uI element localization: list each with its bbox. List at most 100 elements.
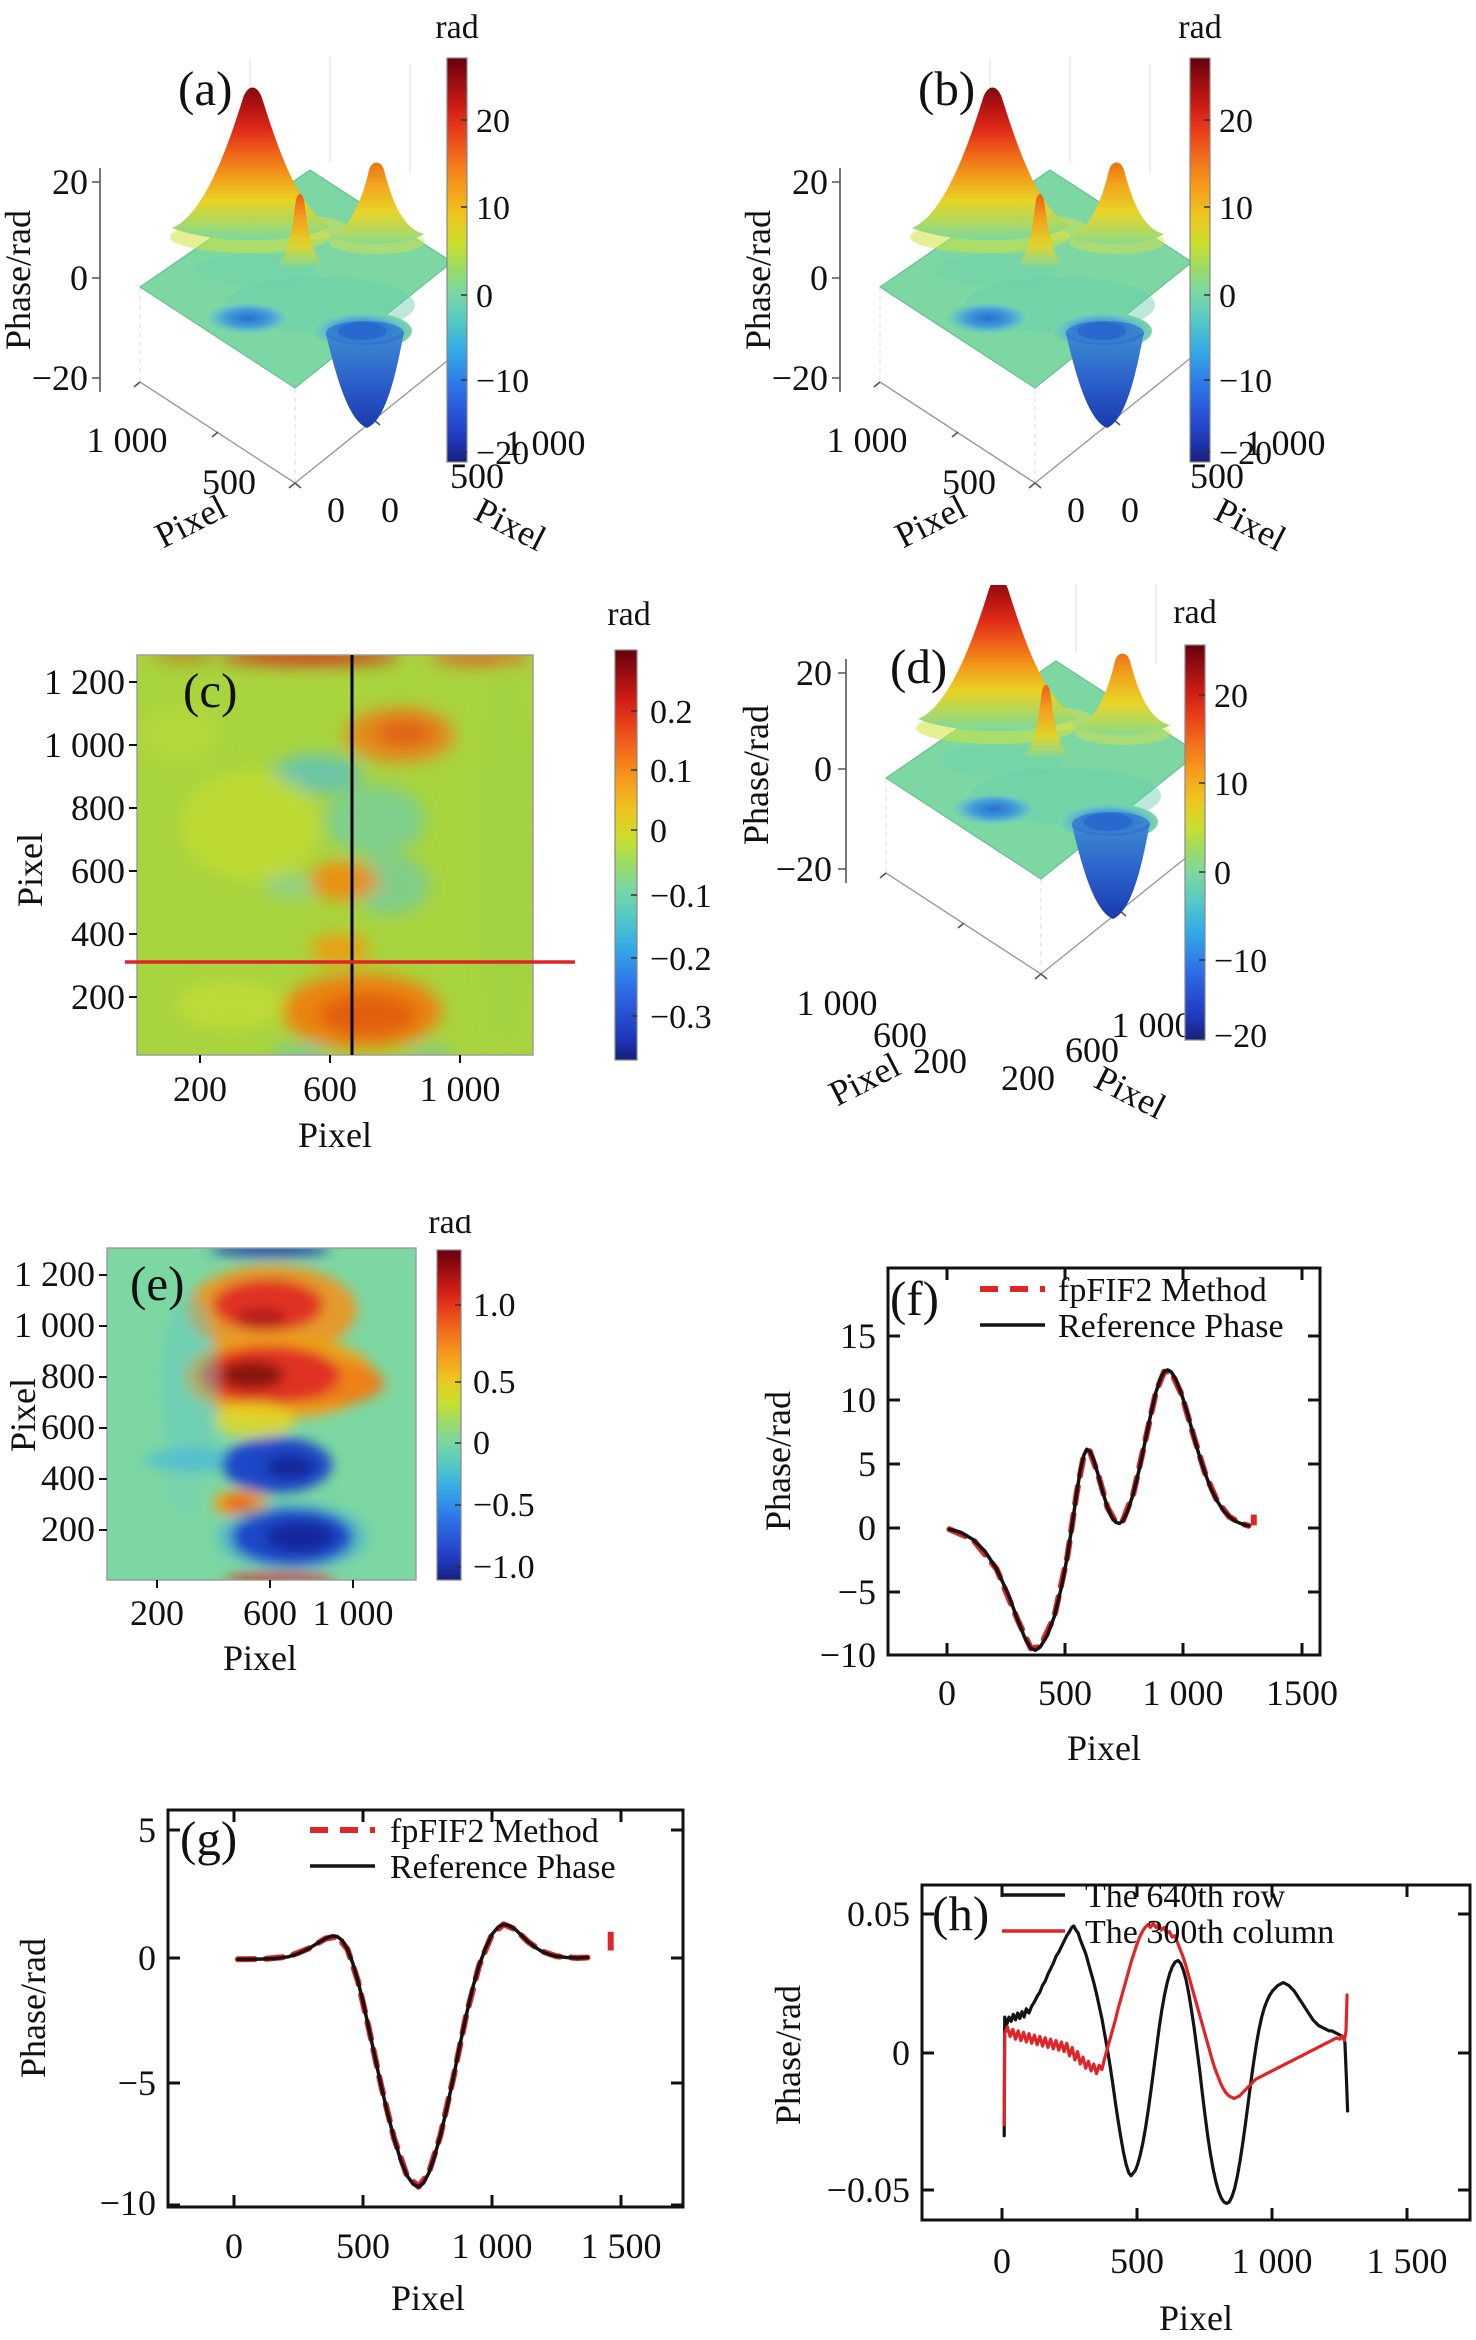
series-line — [946, 1368, 1252, 1652]
z-tick: −20 — [776, 849, 832, 889]
y-tick-marks — [922, 1912, 1470, 2192]
y-tick: 1 200 — [44, 662, 125, 702]
legend: fpFIF2 Method Reference Phase — [310, 1813, 616, 1886]
z-axis-label: Phase/rad — [740, 210, 778, 350]
colorbar-tick: −10 — [1214, 943, 1267, 980]
colorbar: rad 20 10 0 −10 −20 — [1173, 594, 1267, 1055]
colorbar-tick: −10 — [1219, 363, 1272, 400]
panel-g: (g) fpFIF2 Method Reference Phase Phase/… — [0, 1690, 740, 2340]
x-tick: 500 — [1038, 1673, 1092, 1713]
y-axis-label: Pixel — [3, 1378, 43, 1452]
panel-c-plot: (c) Pixel 1 200 1 000 800 600 400 200 20… — [10, 596, 712, 1155]
right-axis-tick: 500 — [1190, 456, 1244, 496]
x-tick: 600 — [303, 1069, 357, 1109]
legend-label: The 300th column — [1085, 1914, 1334, 1951]
y-tick: 10 — [840, 1380, 876, 1420]
colorbar: rad 1.0 0.5 0 −0.5 −1.0 — [428, 1215, 534, 1586]
z-tick: 20 — [52, 162, 88, 202]
colorbar-title: rad — [1178, 9, 1221, 46]
panel-a: (a) Phase/rad 20 0 −20 1 000 500 0 Pixel… — [0, 0, 740, 585]
colorbar-tick: −10 — [476, 363, 529, 400]
z-tick: 20 — [792, 162, 828, 202]
panel-d: (d) Phase/rad 20 0 −20 1 000 600 200 Pix… — [740, 585, 1476, 1215]
legend: The 640th row The 300th column — [1002, 1878, 1334, 1951]
colorbar-tick: −20 — [1214, 1018, 1267, 1055]
panel-c: (c) Pixel 1 200 1 000 800 600 400 200 20… — [0, 585, 740, 1215]
right-axis-tick: 500 — [450, 456, 504, 496]
colorbar-tick: 0 — [1219, 278, 1236, 315]
colorbar-title: rad — [607, 596, 650, 633]
right-axis-label: Pixel — [1208, 490, 1292, 559]
x-tick: 200 — [173, 1069, 227, 1109]
y-tick: 15 — [840, 1316, 876, 1356]
left-axis-tick: 600 — [873, 1015, 927, 1055]
y-tick: 400 — [41, 1458, 95, 1498]
y-tick: −10 — [100, 2183, 156, 2223]
panel-label: (g) — [180, 1811, 237, 1866]
colorbar-tick: 0.5 — [473, 1364, 516, 1401]
y-tick: 5 — [858, 1444, 876, 1484]
panel-label: (a) — [178, 61, 232, 116]
x-tick-marks — [1000, 1885, 1409, 2220]
y-tick: 600 — [71, 851, 125, 891]
left-axis-tick: 1 000 — [827, 420, 908, 460]
x-tick: 500 — [1110, 2241, 1164, 2281]
x-tick: 1 000 — [1143, 1673, 1224, 1713]
axes-box — [166, 1808, 685, 2209]
x-tick: 0 — [993, 2241, 1011, 2281]
y-tick: 0.05 — [847, 1894, 910, 1934]
right-axis-tick: 1 000 — [1112, 1005, 1193, 1045]
left-axis-tick: 500 — [942, 462, 996, 502]
x-tick: 1500 — [1266, 1673, 1338, 1713]
left-axis-tick: 1 000 — [87, 420, 168, 460]
colorbar-tick: −0.1 — [650, 878, 712, 915]
panel-f: (f) fpFIF2 Method Reference Phase Phase/… — [740, 1215, 1476, 1815]
x-axis-label: Pixel — [223, 1638, 297, 1678]
panel-label: (e) — [130, 1256, 184, 1311]
y-tick: −0.05 — [827, 2170, 910, 2210]
colorbar-tick: 10 — [1214, 766, 1248, 803]
y-tick: −5 — [118, 2063, 156, 2103]
x-axis-label: Pixel — [1067, 1728, 1141, 1768]
x-axis-label: Pixel — [1159, 2298, 1233, 2338]
colorbar-tick: 20 — [1219, 103, 1253, 140]
y-axis-label: Pixel — [10, 833, 50, 907]
series-line — [234, 1921, 591, 2190]
left-axis-label: Pixel — [822, 1045, 906, 1114]
panel-h: (h) The 640th row The 300th column Phase… — [740, 1690, 1476, 2340]
y-tick-marks — [888, 1334, 1320, 1594]
panel-f-plot: (f) fpFIF2 Method Reference Phase Phase/… — [758, 1266, 1338, 1768]
colorbar-title: rad — [435, 9, 478, 46]
y-tick: 1 200 — [14, 1254, 95, 1294]
x-tick: 600 — [243, 1593, 297, 1633]
x-tick: 1 000 — [420, 1069, 501, 1109]
colorbar-tick: −0.3 — [650, 999, 712, 1036]
panel-g-plot: (g) fpFIF2 Method Reference Phase Phase/… — [13, 1808, 685, 2318]
y-axis-label: Phase/rad — [13, 1938, 53, 2078]
panel-d-plot: (d) Phase/rad 20 0 −20 1 000 600 200 Pix… — [740, 585, 1267, 1127]
y-tick: 5 — [138, 1810, 156, 1850]
left-axis-tick: 0 — [1067, 490, 1085, 530]
panel-e-plot: (e) Pixel 1 200 1 000 800 600 400 200 20… — [3, 1215, 535, 1678]
z-tick: 20 — [796, 653, 832, 693]
x-tick-marks — [232, 1810, 623, 2207]
z-tick: −20 — [32, 358, 88, 398]
legend-label: The 640th row — [1085, 1878, 1286, 1915]
left-axis-tick: 200 — [913, 1041, 967, 1081]
colorbar-tick: 20 — [476, 103, 510, 140]
heatmap-e — [99, 1247, 417, 1588]
right-axis-label: Pixel — [468, 490, 552, 559]
y-tick: 0 — [138, 1938, 156, 1978]
colorbar-tick: 20 — [1214, 678, 1248, 715]
panel-b-plot: (b) Phase/rad 20 0 −20 1 000 500 0 Pixel… — [740, 9, 1326, 559]
z-axis-label: Phase/rad — [740, 705, 776, 845]
panel-label: (d) — [890, 639, 947, 694]
y-tick: 800 — [41, 1356, 95, 1396]
y-axis-label: Phase/rad — [768, 1985, 808, 2125]
panel-label: (c) — [183, 663, 237, 718]
series-lines — [1002, 1921, 1350, 2205]
y-tick-marks — [168, 1828, 683, 2207]
x-tick-marks — [945, 1268, 1304, 1655]
heatmap-c — [125, 654, 575, 1063]
colorbar-tick: −0.5 — [473, 1487, 535, 1524]
